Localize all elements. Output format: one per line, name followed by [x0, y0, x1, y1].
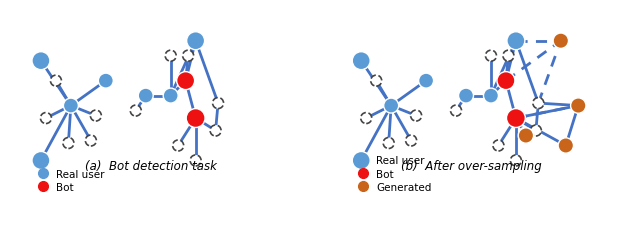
Circle shape [40, 113, 51, 124]
Circle shape [90, 110, 101, 122]
Circle shape [485, 51, 497, 62]
Circle shape [63, 99, 78, 114]
Circle shape [138, 89, 153, 104]
Circle shape [165, 51, 176, 62]
Circle shape [419, 74, 433, 89]
Circle shape [50, 76, 62, 87]
Circle shape [360, 113, 372, 124]
Circle shape [63, 138, 74, 149]
Text: (b)  After over-sampling: (b) After over-sampling [401, 160, 541, 173]
Circle shape [190, 155, 201, 166]
Circle shape [450, 106, 462, 117]
Circle shape [383, 138, 394, 149]
Circle shape [213, 98, 224, 109]
Circle shape [493, 140, 504, 151]
Circle shape [558, 138, 573, 153]
Circle shape [187, 33, 205, 50]
Circle shape [32, 52, 50, 70]
Circle shape [85, 135, 96, 146]
Text: (a)  Bot detection task: (a) Bot detection task [85, 160, 217, 173]
Circle shape [32, 152, 50, 170]
Circle shape [511, 155, 521, 166]
Legend: Real user, Bot, Generated: Real user, Bot, Generated [352, 155, 433, 193]
Circle shape [384, 99, 399, 114]
Circle shape [484, 89, 499, 104]
Circle shape [533, 98, 544, 109]
Circle shape [371, 76, 382, 87]
Circle shape [352, 152, 371, 170]
Circle shape [411, 110, 421, 122]
Circle shape [352, 52, 371, 70]
Circle shape [173, 140, 183, 151]
Circle shape [99, 74, 113, 89]
Circle shape [506, 109, 526, 128]
Circle shape [503, 51, 514, 62]
Circle shape [531, 126, 541, 136]
Circle shape [210, 126, 221, 136]
Circle shape [458, 89, 474, 104]
Circle shape [176, 72, 195, 90]
Circle shape [553, 34, 568, 49]
Circle shape [406, 135, 416, 146]
Circle shape [183, 51, 193, 62]
Circle shape [518, 128, 534, 144]
Circle shape [571, 99, 586, 114]
Circle shape [497, 72, 515, 90]
Circle shape [186, 109, 205, 128]
Legend: Real user, Bot: Real user, Bot [31, 168, 106, 193]
Circle shape [507, 33, 525, 50]
Circle shape [163, 89, 178, 104]
Circle shape [130, 106, 141, 117]
